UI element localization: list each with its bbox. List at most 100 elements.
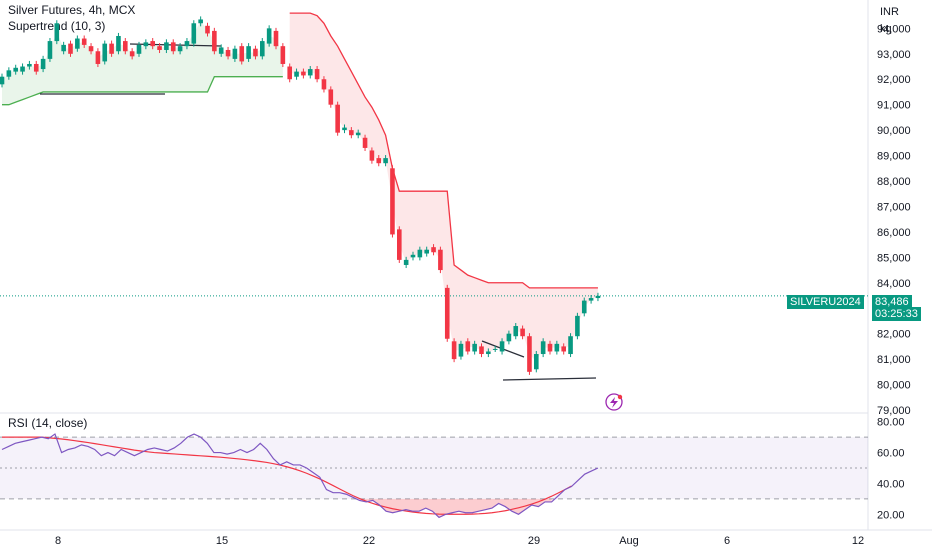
candle-body: [6, 70, 12, 77]
candle-body: [534, 354, 539, 370]
candle-body: [116, 35, 121, 52]
candle-body: [273, 30, 279, 47]
candle-body: [369, 150, 375, 161]
candle-body: [81, 38, 87, 45]
time-tick-label: 12: [852, 535, 864, 547]
time-tick-label: Aug: [619, 535, 639, 547]
candle-body: [376, 158, 382, 164]
candle-body: [349, 130, 354, 136]
time-tick-label: 22: [363, 535, 375, 547]
symbol-badge: SILVERU2024: [787, 295, 864, 309]
candle-body: [520, 328, 525, 337]
price-tick-label: 80,000: [877, 380, 911, 392]
price-tick-label: 90,000: [877, 125, 911, 137]
candle-body: [410, 254, 416, 258]
currency-unit: INR: [880, 6, 899, 18]
candle-body: [499, 341, 505, 352]
candle-body: [575, 315, 580, 337]
candle-body: [486, 351, 491, 355]
candle-body: [547, 343, 553, 352]
candle-body: [362, 137, 368, 148]
candle-body: [27, 63, 32, 67]
candle-body: [513, 326, 519, 337]
candle-body: [568, 336, 573, 355]
candle-body: [280, 46, 286, 64]
candle-body: [540, 341, 546, 355]
rsi-ma-line: [2, 436, 572, 515]
candle-body: [170, 42, 176, 52]
candle-body: [20, 66, 25, 72]
candle-body: [595, 295, 601, 299]
candle-body: [54, 23, 60, 42]
candle-body: [232, 48, 238, 59]
price-tick-label: 86,000: [877, 227, 911, 239]
candle-body: [184, 41, 190, 47]
candle-body: [75, 38, 80, 49]
supertrend-down-fill: [289, 13, 598, 362]
candle-body: [225, 49, 231, 57]
price-tick-label: 82,000: [877, 329, 911, 341]
price-tick-label: 85,000: [877, 252, 911, 264]
candle-body: [266, 28, 272, 44]
price-tick-label: 79,000: [877, 405, 911, 417]
time-tick-label: 8: [55, 535, 61, 547]
candle-body: [581, 300, 587, 314]
time-tick-label: 15: [216, 535, 228, 547]
price-tick-label: 93,000: [877, 49, 911, 61]
candle-body: [424, 249, 429, 254]
candle-body: [40, 58, 46, 70]
price-badge: 83,486: [872, 295, 912, 309]
candle-body: [260, 41, 265, 57]
candle-body: [109, 43, 114, 54]
price-tick-label: 91,000: [877, 100, 911, 112]
weight-unit: kg: [880, 23, 892, 35]
candle-body: [47, 41, 53, 59]
candle-body: [218, 47, 224, 54]
candle-body: [198, 19, 203, 24]
candle-body: [157, 46, 162, 50]
candle-body: [314, 69, 320, 80]
price-tick-label: 88,000: [877, 176, 911, 188]
candle-body: [506, 333, 512, 342]
candle-body: [342, 127, 347, 131]
candle-body: [13, 67, 18, 72]
candle-body: [390, 168, 395, 235]
candle-body: [129, 51, 135, 57]
candle-body: [301, 71, 306, 76]
rsi-tick-label: 20.00: [877, 509, 905, 521]
candle-body: [492, 348, 498, 350]
candle-body: [68, 43, 73, 54]
supertrend-up-line: [2, 76, 283, 106]
candle-body: [479, 346, 484, 355]
candle-body: [438, 249, 443, 271]
candle-body: [561, 346, 566, 352]
time-tick-label: 6: [724, 535, 730, 547]
rsi-label[interactable]: RSI (14, close): [8, 416, 88, 430]
candle-body: [355, 132, 361, 136]
chart-title: Silver Futures, 4h, MCX: [8, 3, 136, 17]
supertrend-down-line: [289, 12, 598, 289]
candle-body: [397, 229, 402, 260]
candle-body: [143, 42, 149, 47]
candle-body: [431, 247, 436, 253]
candle-body: [554, 343, 560, 352]
price-tick-label: 92,000: [877, 74, 911, 86]
candle-body: [588, 298, 594, 301]
candle-body: [335, 104, 340, 133]
candle-body: [451, 341, 457, 360]
candle-body: [95, 51, 101, 64]
rsi-tick-label: 60.00: [877, 448, 905, 460]
candle-body: [527, 336, 532, 372]
candle-body: [458, 343, 464, 357]
candle-body: [136, 44, 142, 54]
candle-body: [205, 25, 210, 34]
candle-body: [177, 46, 183, 52]
price-tick-label: 89,000: [877, 151, 911, 163]
candle-body: [294, 71, 299, 77]
candle-body: [239, 46, 245, 62]
candle-body: [287, 66, 292, 80]
candle-body: [123, 41, 128, 52]
candle-body: [164, 42, 169, 50]
candle-body: [417, 249, 423, 258]
